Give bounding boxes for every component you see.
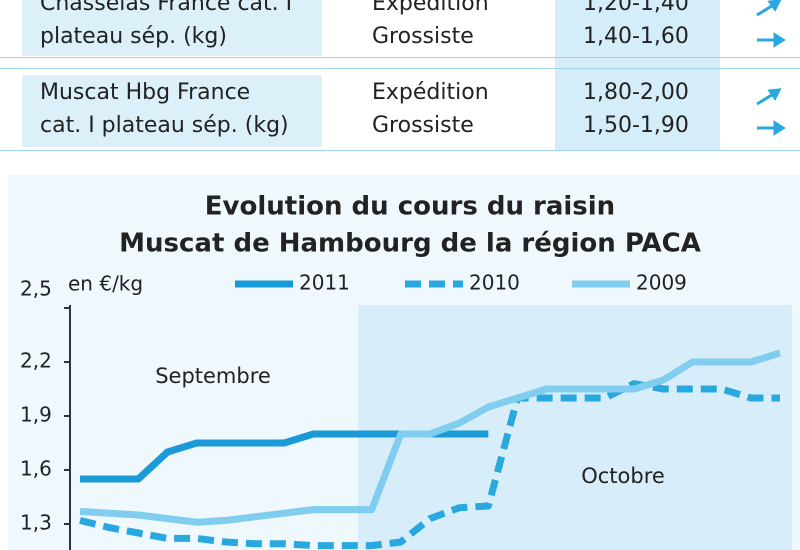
annotation: Octobre bbox=[581, 464, 665, 488]
price-band bbox=[555, 0, 720, 150]
chart-title: Muscat de Hambourg de la région PACA bbox=[119, 229, 701, 259]
legend-label: 2011 bbox=[299, 271, 350, 295]
price: 1,40-1,60 bbox=[583, 24, 689, 49]
product: cat. I plateau sép. (kg) bbox=[40, 113, 289, 138]
row-separator bbox=[0, 57, 800, 58]
arrow bbox=[756, 0, 786, 136]
y-tick-label: 2,2 bbox=[20, 349, 52, 373]
y-axis-label: en €/kg bbox=[68, 272, 143, 296]
annotation: Septembre bbox=[155, 364, 271, 388]
product-box bbox=[22, 75, 322, 147]
chart-title: Evolution du cours du raisin bbox=[205, 192, 615, 222]
price: 1,20-1,40 bbox=[583, 0, 689, 16]
row-separator bbox=[0, 150, 800, 151]
line-series bbox=[79, 349, 782, 526]
market: Grossiste bbox=[372, 24, 474, 49]
market: Expédition bbox=[372, 0, 489, 16]
y-tick-label: 1,3 bbox=[20, 511, 52, 535]
product: Chasselas France cat. I bbox=[40, 0, 293, 16]
legend-label: 2009 bbox=[636, 271, 687, 295]
product: Muscat Hbg France bbox=[40, 80, 251, 105]
market: Grossiste bbox=[372, 113, 474, 138]
product: plateau sép. (kg) bbox=[40, 24, 227, 49]
price: 1,50-1,90 bbox=[583, 113, 689, 138]
y-tick-label: 2,5 bbox=[20, 277, 52, 301]
trend-arrows bbox=[756, 0, 786, 136]
october-region bbox=[358, 305, 792, 550]
y-tick-label: 1,9 bbox=[20, 403, 52, 427]
price: 1,80-2,00 bbox=[583, 80, 689, 105]
market: Expédition bbox=[372, 80, 489, 105]
legend-label: 2010 bbox=[469, 271, 520, 295]
row-separator bbox=[0, 68, 800, 69]
y-tick-label: 1,6 bbox=[20, 457, 52, 481]
product-box bbox=[22, 0, 322, 56]
line-series bbox=[79, 380, 780, 550]
